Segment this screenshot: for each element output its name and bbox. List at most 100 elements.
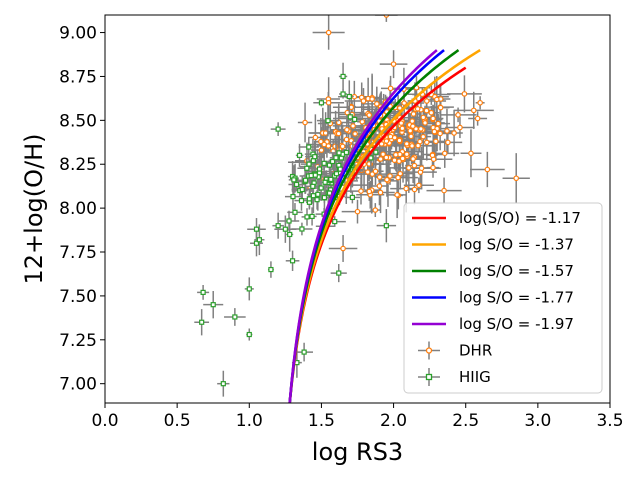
dhr-point [411,186,418,193]
dhr-point [376,174,383,180]
x-tick-label: 2.0 [380,411,407,431]
hiig-point [340,91,346,97]
dhr-point [359,118,366,125]
hiig-point [337,166,343,172]
plot-frame [104,14,611,404]
dhr-point [416,182,422,189]
x-tick-label: 1.0 [236,411,263,431]
hiig-point [318,100,325,106]
dhr-point [383,138,390,144]
hiig-point [349,194,355,201]
hiig-points [194,62,397,397]
hiig-point [275,223,281,229]
hiig-point [299,186,305,193]
dhr-point [461,91,468,97]
dhr-point [360,98,367,104]
dhr-point [364,169,371,175]
y-tick-label: 7.25 [59,331,97,351]
dhr-point [399,125,406,132]
hiig-point [329,158,336,165]
dhr-point [429,152,436,159]
hiig-point [343,149,350,156]
dhr-point [403,185,409,192]
dhr-point [474,115,481,122]
legend-label: HIIG [459,368,491,386]
dhr-point [435,120,441,127]
dhr-point [420,133,427,140]
dhr-point [441,187,447,194]
hiig-point [336,150,342,156]
hiig-point [314,197,320,203]
hiig-point [200,289,206,295]
dhr-point [354,208,361,215]
y-tick-label: 8.00 [59,199,97,219]
dhr-point [378,141,385,147]
hiig-point [304,214,310,220]
dhr-point [451,130,457,136]
hiig-point [301,349,307,355]
legend-label: log S/O = -1.37 [459,236,574,254]
hiig-point [256,237,262,243]
dhr-point [423,98,430,104]
dhr-point [391,134,398,141]
dhr-point [366,112,373,118]
hiig-point [316,166,323,172]
dhr-point [420,114,427,121]
hiig-point [291,177,297,183]
dhr-point [441,150,448,157]
dhr-point [457,124,463,131]
dhr-point [484,166,491,173]
dhr-point [377,189,384,196]
hiig-point [290,193,296,200]
hiig-point [286,218,292,224]
dhr-point [414,106,421,112]
dhr-point [403,140,410,147]
dhr-point [302,119,308,126]
dhr-point [339,143,346,150]
x-tick-label: 3.5 [596,411,623,431]
dhr-point [387,173,393,179]
dhr-point [343,136,350,143]
dhr-point [321,141,327,148]
dhr-point [398,120,405,126]
y-axis-title: 12+log(O/H) [20,134,48,285]
hiig-point [332,218,338,225]
dhr-point [411,162,418,169]
hiig-point [328,176,334,182]
dhr-point [403,151,410,158]
legend-label: log S/O = -1.57 [459,262,574,280]
x-tick-label: 0.0 [91,411,118,431]
dhr-point [390,61,397,67]
x-axis-title: log RS3 [312,438,403,466]
dhr-point [372,168,379,175]
dhr-point [372,207,379,213]
dhr-point [410,111,417,117]
x-tick-label: 2.5 [452,411,479,431]
model-curves [288,49,481,403]
dhr-point [369,96,375,102]
dhr-point [335,130,342,137]
dhr-point [410,156,416,162]
hiig-point [346,93,352,100]
legend-label: log S/O = -1.97 [459,315,574,333]
dhr-point [513,175,520,182]
dhr-point [444,128,450,134]
hiig-point [246,286,252,292]
hiig-point [310,158,316,164]
hiig-point [282,226,288,232]
axes: 0.0 0.5 1.0 1.5 2.0 2.5 3.0 3.5 7.00 7.25 7.50 7.75… [20,14,624,466]
hiig-point [275,126,281,132]
dhr-point [396,137,403,144]
hiig-point [298,197,305,204]
dhr-point [350,123,356,129]
hiig-point [304,165,310,171]
hiig-point [246,331,252,338]
model-curve [288,49,438,403]
x-tick-label: 3.0 [524,411,551,431]
legend-label: DHR [459,342,492,360]
dhr-point [318,138,324,145]
dhr-point [352,130,358,137]
dhr-point [433,138,439,145]
dhr-point [318,147,325,153]
hiig-point [253,240,260,246]
